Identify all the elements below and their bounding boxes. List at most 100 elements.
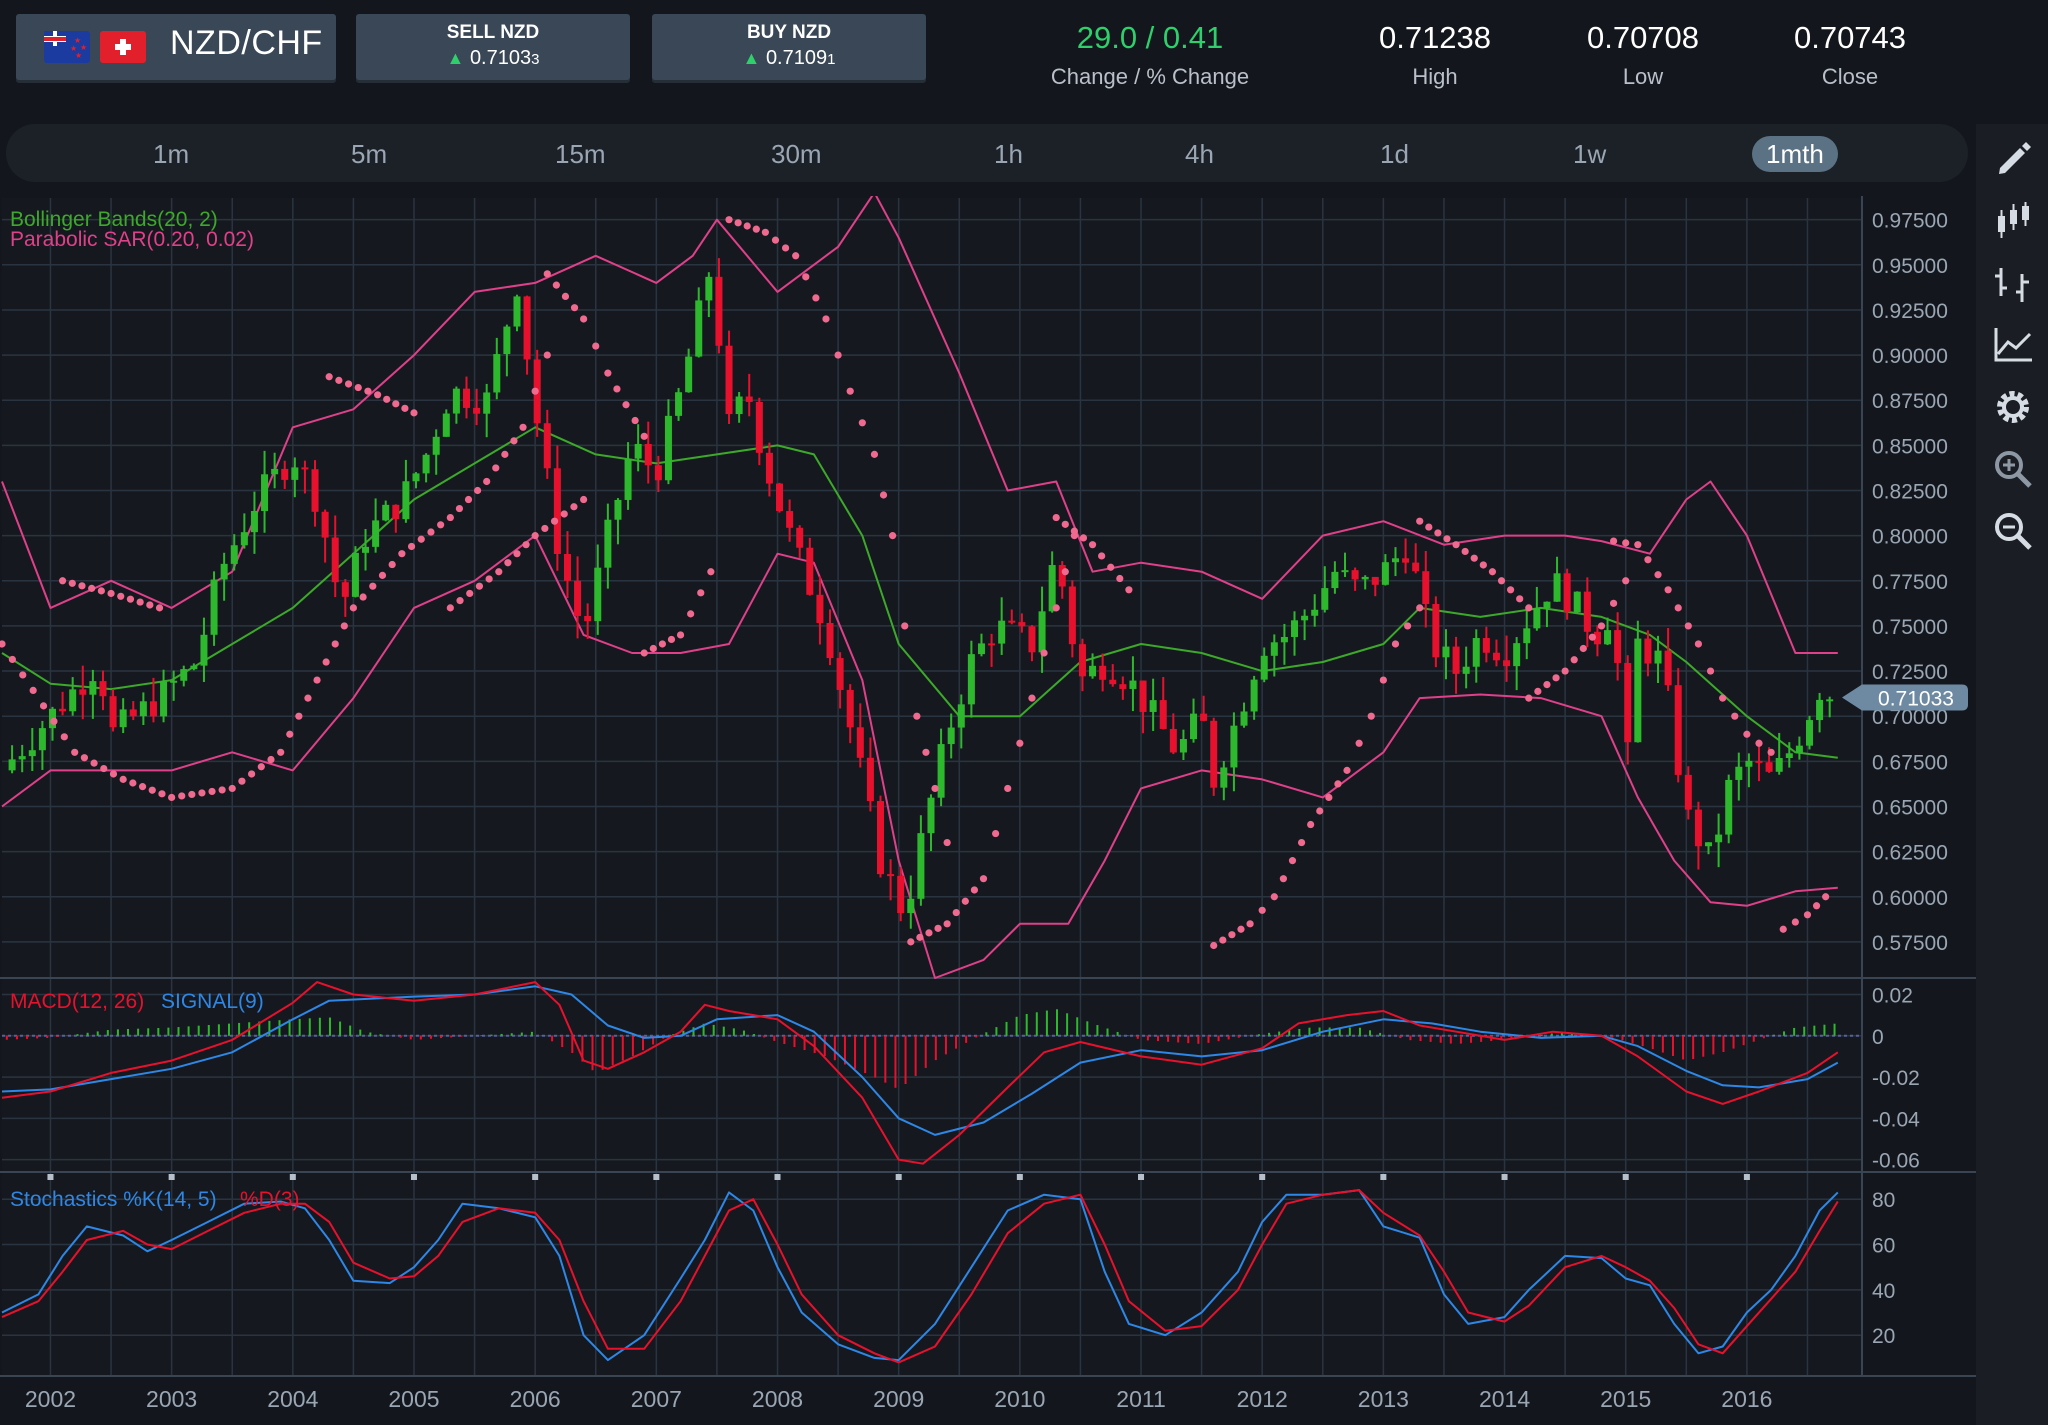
sar-dot (550, 517, 559, 525)
candle-up (493, 354, 501, 393)
line-chart-icon[interactable] (1992, 324, 2034, 366)
candle-down (1371, 576, 1379, 585)
x-tick-label: 2010 (994, 1386, 1045, 1412)
sar-dot (107, 589, 115, 598)
candle-down (311, 469, 319, 512)
sar-dot (1479, 561, 1487, 569)
candle-down (1200, 713, 1208, 721)
candle-up (1805, 720, 1813, 746)
currency-pair-selector[interactable]: ★ ★ ★ ★ NZD/CHF (16, 14, 336, 80)
stochastic-tick-label: 20 (1872, 1325, 1895, 1348)
sar-dot (1470, 554, 1478, 562)
stochastic-tick-label: 80 (1872, 1189, 1895, 1212)
candle-up (1280, 636, 1288, 643)
close-value: 0.70743 (1793, 20, 1907, 55)
sar-dot (1767, 748, 1775, 756)
sar-dot (286, 730, 294, 738)
candle-up (907, 898, 915, 914)
timeframe-1m[interactable]: 1m (153, 139, 190, 169)
candle-down (1503, 660, 1511, 667)
sar-dot (541, 524, 549, 533)
candle-up (1543, 601, 1551, 609)
last-price-tag (1842, 684, 1968, 711)
sell-button[interactable]: SELL NZD ▲ 0.71033 (356, 14, 630, 80)
candle-down (1078, 644, 1086, 677)
sar-dot (925, 929, 933, 937)
sar-dot (304, 694, 312, 702)
year-marker (1380, 1174, 1387, 1180)
macd-tick-label: 0 (1872, 1026, 1884, 1049)
sar-dot (1210, 941, 1218, 950)
candle-down (321, 511, 329, 538)
timeframe-4h[interactable]: 4h (1185, 139, 1214, 169)
sar-dot (407, 542, 416, 551)
sar-dot (474, 486, 482, 495)
sar-dot (1597, 622, 1606, 630)
timeframe-1mth[interactable]: 1mth (1752, 136, 1838, 172)
sar-dot (1755, 739, 1763, 747)
sar-dot (325, 373, 333, 381)
candle-up (1220, 767, 1228, 788)
sell-label: SELL NZD (446, 22, 540, 43)
sar-dot (1622, 577, 1630, 585)
sar-dot (1016, 739, 1024, 747)
year-marker (895, 1174, 902, 1180)
year-marker (1259, 1174, 1266, 1180)
candle-down (806, 547, 814, 595)
candle-up (1129, 680, 1137, 689)
candle-up (291, 467, 299, 480)
sar-dot (592, 342, 600, 350)
candlestick-icon[interactable] (1992, 200, 2034, 242)
timeframe-1h[interactable]: 1h (994, 139, 1023, 169)
timeframe-5m[interactable]: 5m (351, 139, 388, 169)
sar-dot (1219, 936, 1227, 944)
x-tick-label: 2013 (1358, 1386, 1409, 1412)
year-marker (168, 1174, 175, 1180)
sar-dot (1416, 604, 1424, 612)
candle-up (604, 519, 612, 568)
pencil-icon[interactable] (1992, 138, 2034, 180)
y-tick-label: 0.77500 (1872, 571, 1948, 594)
timeframe-30m[interactable]: 30m (771, 139, 822, 169)
ohlc-bars-icon[interactable] (1992, 262, 2034, 304)
sar-dot (1609, 537, 1618, 545)
stochastic-d-line (1, 1189, 1839, 1364)
timeframe-1d[interactable]: 1d (1380, 139, 1409, 169)
sar-dot (734, 219, 742, 227)
sar-dot (543, 270, 551, 278)
zoom-in-icon[interactable] (1992, 448, 2034, 490)
sar-dot (943, 838, 951, 847)
timeframe-1w[interactable]: 1w (1573, 139, 1607, 169)
price-chart[interactable]: 0.97500 0.95000 0.92500 0.90000 0.87500 0.850… (0, 196, 1976, 1425)
sar-dot (1684, 622, 1692, 630)
sar-dot (1452, 541, 1460, 549)
sar-dot (39, 702, 48, 710)
candle-up (362, 546, 370, 553)
candle-up (1301, 615, 1309, 621)
candle-down (1492, 652, 1500, 661)
signal-line (1, 985, 1839, 1136)
close-label: Close (1821, 64, 1879, 89)
timeframe-bar: 1m 5m 15m 30m 1h 4h 1d 1w 1mth (6, 124, 1968, 182)
sar-dot (1534, 687, 1542, 695)
x-tick-label: 2012 (1237, 1386, 1288, 1412)
up-arrow-icon: ▲ (742, 48, 761, 68)
zoom-out-icon[interactable] (1992, 510, 2034, 552)
sar-dot (1040, 649, 1048, 657)
close-stat: 0.70743 Close (1745, 20, 1955, 90)
sar-dot (483, 477, 491, 486)
candle-down (776, 483, 784, 512)
y-tick-label: 0.82500 (1872, 481, 1948, 504)
candle-up (452, 388, 460, 414)
gear-icon[interactable] (1992, 386, 2034, 428)
buy-button[interactable]: BUY NZD ▲ 0.71091 (652, 14, 926, 80)
sar-dot (1334, 780, 1342, 788)
candle-down (786, 511, 794, 528)
candle-down (654, 465, 662, 481)
sar-dot (1570, 656, 1578, 664)
y-tick-label: 0.72500 (1872, 661, 1948, 684)
bollinger-legend: Bollinger Bands(20, 2) (10, 208, 218, 231)
timeframe-15m[interactable]: 15m (555, 139, 606, 169)
year-marker (410, 1174, 417, 1180)
candle-down (584, 615, 592, 622)
